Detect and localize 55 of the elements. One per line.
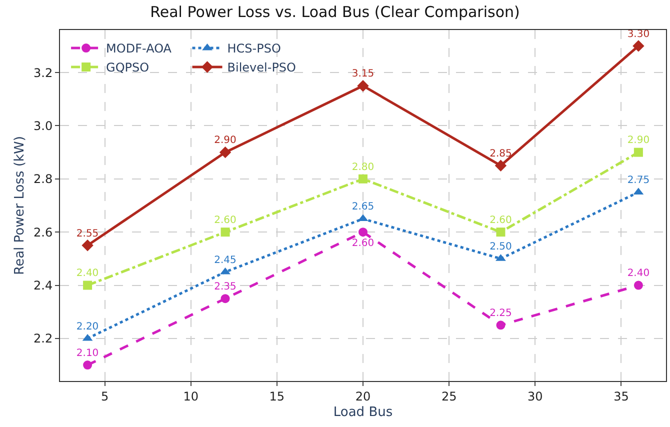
point [83,360,92,370]
x-tick-label: 25 [441,389,457,404]
data-label: 2.35 [214,281,236,292]
data-label: 2.55 [76,228,99,240]
data-label: 2.40 [627,268,650,280]
x-axis-title: Load Bus [333,405,393,420]
x-tick-label: 15 [269,389,285,404]
y-axis-title: Real Power Loss (kW) [12,136,28,275]
point [357,80,369,92]
data-label: 2.60 [490,214,512,226]
legend-label: MODF-AOA [106,42,172,56]
chart-title: Real Power Loss vs. Load Bus (Clear Comparison) [150,2,520,21]
point [82,240,94,252]
point [358,174,368,184]
point [634,280,643,290]
x-tick-label: 10 [183,389,198,404]
data-label: 3.15 [352,68,374,80]
data-label: 2.60 [214,214,236,226]
data-label: 2.25 [490,308,512,320]
point [358,228,368,237]
x-tick-label: 20 [355,389,371,404]
data-label: 2.85 [490,148,512,160]
data-label: 2.60 [352,238,374,250]
point [496,320,506,330]
point [83,280,92,290]
y-tick-label: 2.2 [34,332,53,346]
y-tick-label: 2.4 [34,278,53,292]
y-tick-label: 3.2 [34,66,53,80]
data-label: 2.40 [76,268,99,280]
data-label: 2.65 [352,202,374,213]
y-tick-label: 2.6 [34,225,53,240]
legend-label: GQPSO [106,60,150,75]
data-label: 2.90 [214,135,236,146]
x-tick-label: 35 [614,389,629,404]
point [634,148,643,157]
point [220,228,230,237]
data-label: 2.45 [214,254,236,266]
point [220,294,230,304]
y-tick-label: 3.0 [34,118,53,133]
data-label: 2.75 [627,175,650,186]
point [632,40,644,52]
legend-label: HCS-PSO [227,42,281,56]
x-tick-label: 30 [528,389,543,404]
data-label: 2.90 [627,135,650,146]
point [220,267,230,274]
data-label: 2.80 [352,162,374,173]
point [219,146,232,158]
x-tick-label: 5 [100,389,109,404]
data-label: 2.50 [490,242,512,253]
point [494,160,507,172]
point [496,228,506,237]
legend-label: Bilevel-PSO [227,60,296,75]
data-label: 2.20 [76,321,99,332]
y-tick-label: 2.8 [34,172,53,186]
data-label: 2.10 [76,348,99,359]
